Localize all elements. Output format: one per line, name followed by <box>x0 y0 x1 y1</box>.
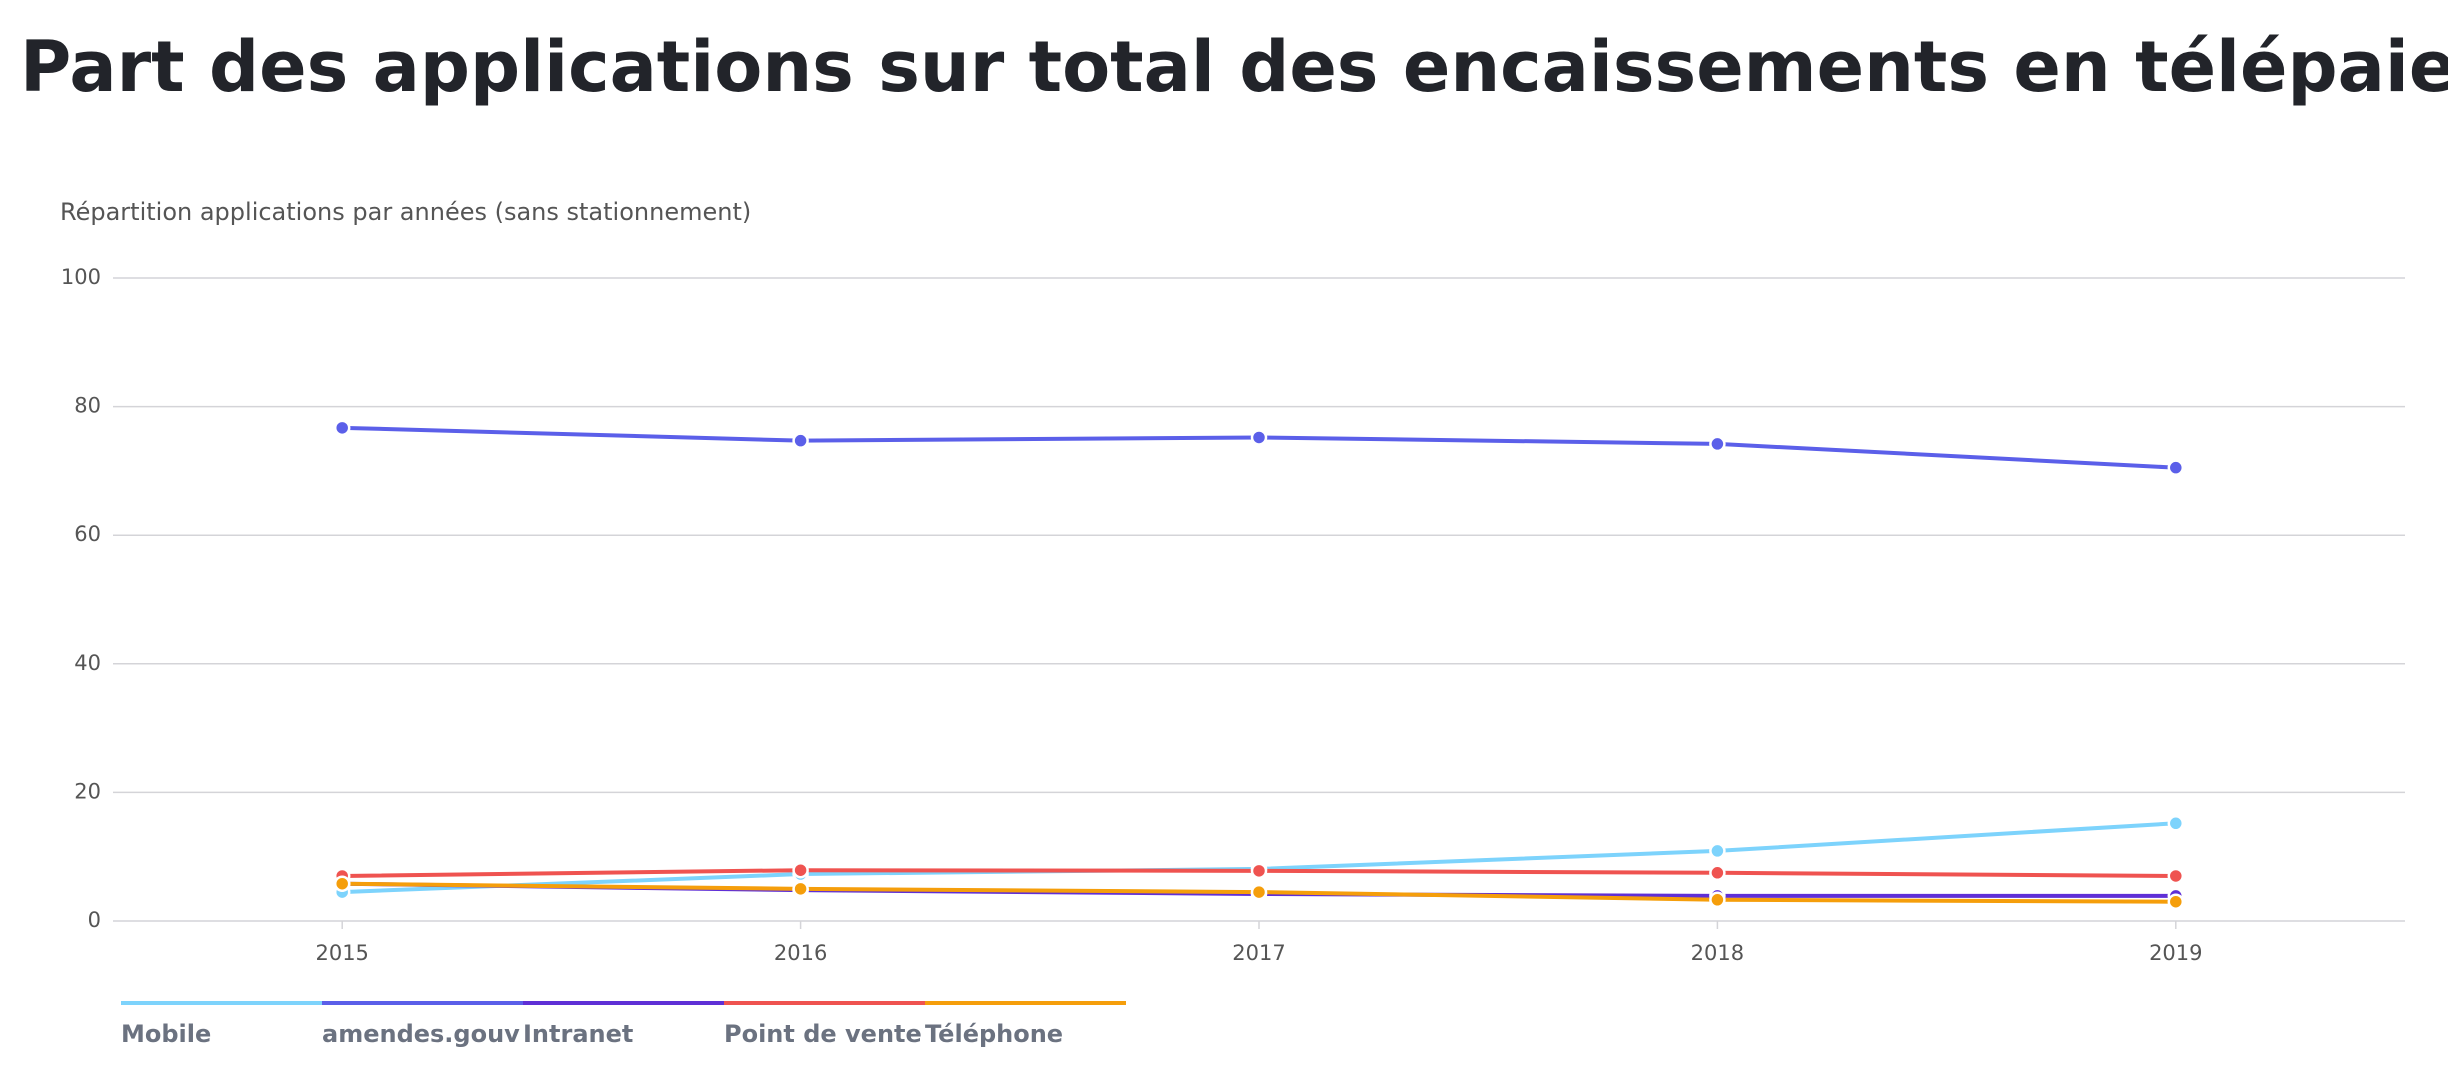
data-point <box>333 419 351 437</box>
data-point <box>792 432 809 449</box>
legend-label: Intranet <box>523 1020 633 1048</box>
data-point <box>2167 867 2185 885</box>
y-tick-label: 80 <box>74 394 101 418</box>
x-tick-label: 2018 <box>1691 941 1744 965</box>
data-point <box>2167 459 2185 476</box>
legend-label: Téléphone <box>925 1020 1063 1048</box>
legend-label: Point de vente <box>724 1020 922 1048</box>
x-tick-label: 2019 <box>2149 941 2202 965</box>
series-line <box>342 821 2176 895</box>
data-point <box>792 861 809 879</box>
data-point <box>792 880 809 898</box>
data-point <box>1709 891 1726 909</box>
data-point <box>1709 842 1726 860</box>
data-point <box>1250 862 1268 880</box>
y-tick-label: 100 <box>61 265 101 289</box>
y-tick-label: 40 <box>74 651 101 675</box>
data-point <box>1709 864 1726 882</box>
data-point <box>1250 429 1268 446</box>
x-tick-label: 2015 <box>315 941 368 965</box>
legend-label: Mobile <box>121 1020 211 1048</box>
data-point <box>1250 883 1268 901</box>
x-tick-label: 2017 <box>1232 941 1285 965</box>
data-point <box>333 875 351 892</box>
x-tick-label: 2016 <box>774 941 827 965</box>
y-tick-label: 0 <box>88 908 101 932</box>
data-point <box>2167 893 2185 910</box>
legend-label: amendes.gouv <box>322 1020 520 1048</box>
y-tick-label: 20 <box>74 779 101 803</box>
data-point <box>1709 435 1726 453</box>
chart-subtitle: Répartition applications par années (san… <box>60 198 751 226</box>
data-point <box>2167 815 2185 832</box>
chart-title: Part des applications sur total des enca… <box>20 26 2448 108</box>
y-tick-label: 60 <box>74 522 101 546</box>
